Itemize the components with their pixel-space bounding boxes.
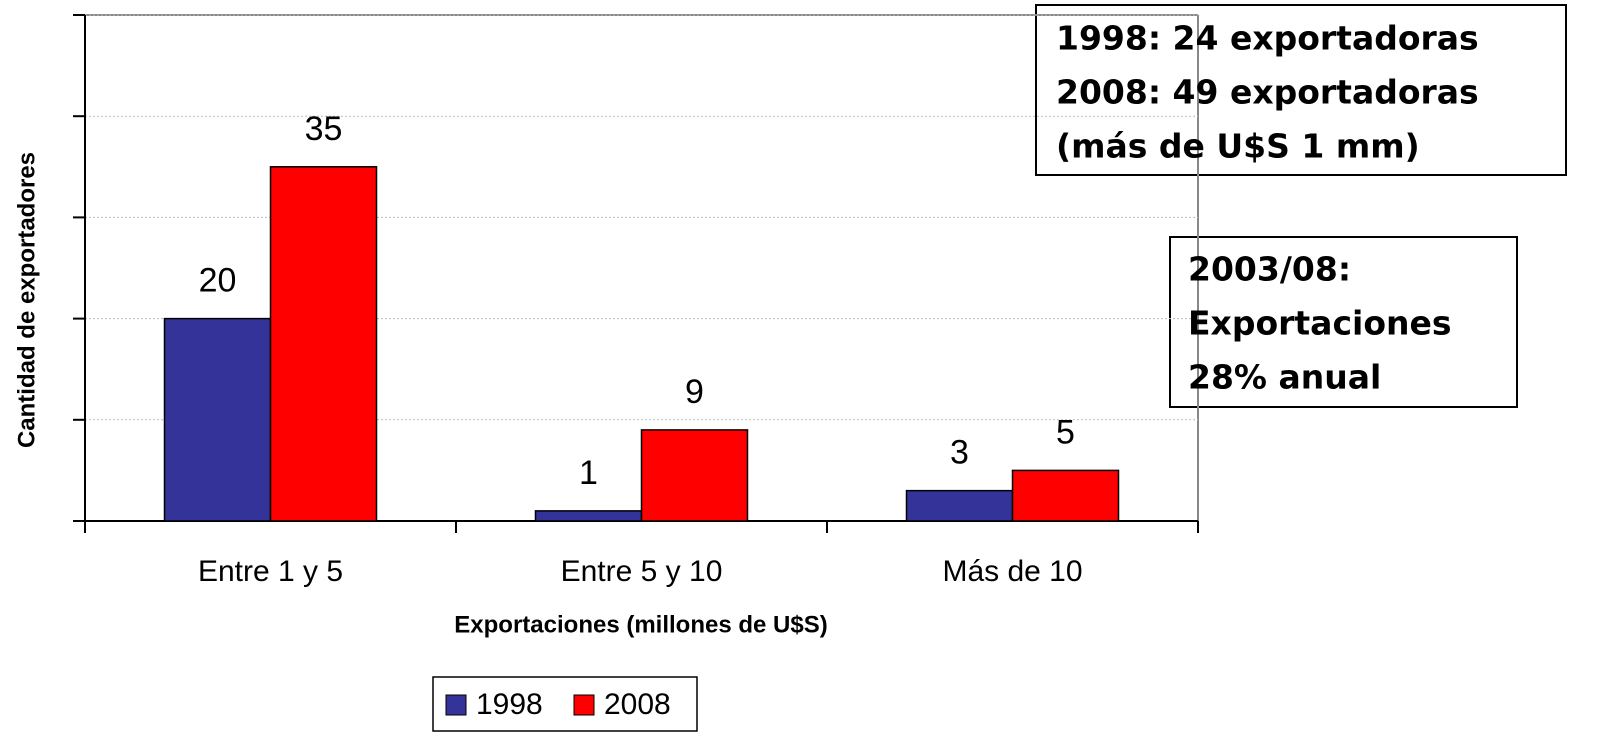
annotation-box: [1169, 236, 1518, 408]
annotation-text: Exportaciones: [1188, 304, 1452, 343]
legend-box: [432, 676, 698, 732]
annotation-text: 28% anual: [1188, 358, 1381, 397]
x-tick-label: Más de 10: [942, 555, 1082, 588]
data-label: 9: [685, 373, 704, 411]
data-label: 3: [950, 434, 969, 472]
x-tick-label: Entre 1 y 5: [198, 555, 343, 588]
legend-swatch: [573, 694, 595, 716]
legend-swatch: [445, 694, 467, 716]
annotation-box: [1035, 4, 1567, 176]
annotation-text: 2008: 49 exportadoras: [1056, 73, 1479, 112]
data-label: 35: [305, 110, 343, 148]
legend-label: 2008: [604, 688, 671, 721]
bar: [534, 510, 643, 522]
bar: [163, 317, 272, 522]
bar: [640, 429, 749, 522]
data-label: 20: [199, 262, 237, 300]
legend-label: 1998: [476, 688, 543, 721]
annotation-text: 2003/08:: [1188, 250, 1351, 289]
annotation-text: (más de U$S 1 mm): [1056, 127, 1420, 166]
bar: [905, 489, 1014, 522]
data-label: 5: [1056, 413, 1075, 451]
x-axis-label: Exportaciones (millones de U$S): [454, 611, 827, 638]
y-axis-label: Cantidad de exportadores: [13, 152, 40, 448]
bar: [1011, 469, 1120, 522]
bar: [269, 166, 378, 522]
annotation-text: 1998: 24 exportadoras: [1056, 19, 1479, 58]
data-label: 1: [579, 454, 598, 492]
x-tick-label: Entre 5 y 10: [561, 555, 723, 588]
